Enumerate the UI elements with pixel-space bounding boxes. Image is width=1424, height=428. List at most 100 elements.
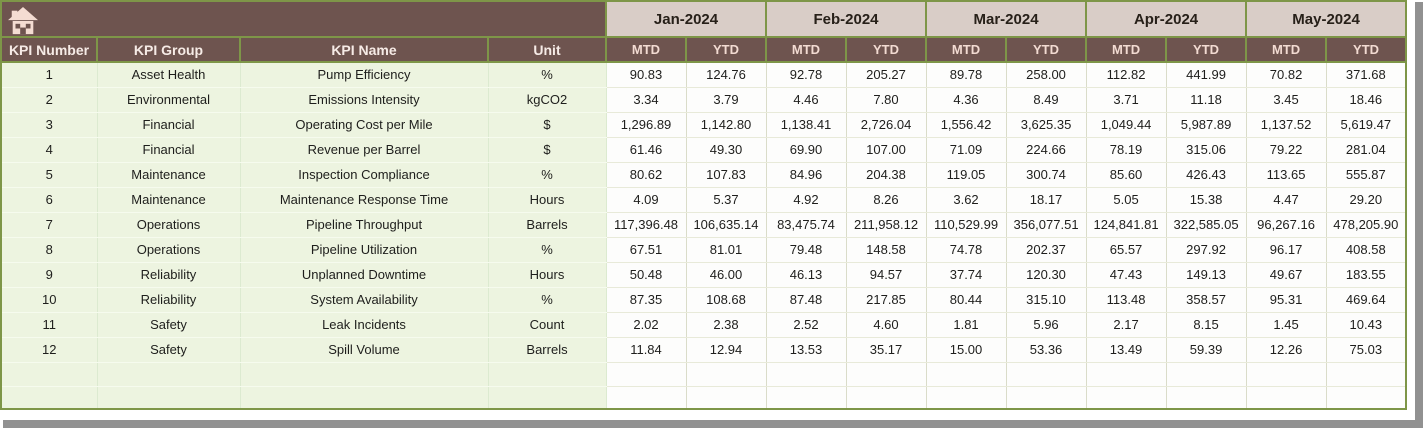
kpi-name-cell[interactable]: Maintenance Response Time xyxy=(239,186,489,213)
value-cell[interactable] xyxy=(1165,385,1247,410)
value-cell[interactable]: 555.87 xyxy=(1325,161,1407,188)
value-cell[interactable] xyxy=(1245,361,1327,387)
value-cell[interactable]: 149.13 xyxy=(1165,261,1247,288)
value-cell[interactable]: 1.81 xyxy=(925,311,1007,338)
value-cell[interactable]: 74.78 xyxy=(925,236,1007,263)
value-cell[interactable]: 71.09 xyxy=(925,136,1007,163)
kpi-name-cell[interactable]: Revenue per Barrel xyxy=(239,136,489,163)
value-cell[interactable]: 322,585.05 xyxy=(1165,211,1247,238)
unit-cell[interactable]: % xyxy=(487,161,607,188)
value-cell[interactable] xyxy=(1085,361,1167,387)
value-cell[interactable]: 65.57 xyxy=(1085,236,1167,263)
value-cell[interactable]: 1,142.80 xyxy=(685,111,767,138)
value-cell[interactable]: 47.43 xyxy=(1085,261,1167,288)
value-cell[interactable]: 18.46 xyxy=(1325,86,1407,113)
value-cell[interactable]: 4.92 xyxy=(765,186,847,213)
kpi-name-cell[interactable]: System Availability xyxy=(239,286,489,313)
subheader-mtd[interactable]: MTD xyxy=(605,36,687,63)
value-cell[interactable]: 3.71 xyxy=(1085,86,1167,113)
value-cell[interactable]: 79.22 xyxy=(1245,136,1327,163)
value-cell[interactable]: 67.51 xyxy=(605,236,687,263)
kpi-group-cell[interactable]: Reliability xyxy=(96,286,241,313)
unit-cell[interactable]: $ xyxy=(487,136,607,163)
value-cell[interactable]: 37.74 xyxy=(925,261,1007,288)
value-cell[interactable]: 12.94 xyxy=(685,336,767,363)
value-cell[interactable]: 3.79 xyxy=(685,86,767,113)
value-cell[interactable] xyxy=(605,361,687,387)
kpi-number-cell[interactable]: 3 xyxy=(0,111,98,138)
value-cell[interactable]: 5,987.89 xyxy=(1165,111,1247,138)
value-cell[interactable] xyxy=(1325,361,1407,387)
kpi-group-cell[interactable]: Safety xyxy=(96,311,241,338)
value-cell[interactable]: 94.57 xyxy=(845,261,927,288)
value-cell[interactable]: 59.39 xyxy=(1165,336,1247,363)
value-cell[interactable]: 469.64 xyxy=(1325,286,1407,313)
value-cell[interactable]: 8.49 xyxy=(1005,86,1087,113)
value-cell[interactable]: 87.48 xyxy=(765,286,847,313)
value-cell[interactable]: 371.68 xyxy=(1325,61,1407,88)
value-cell[interactable]: 107.83 xyxy=(685,161,767,188)
value-cell[interactable]: 69.90 xyxy=(765,136,847,163)
value-cell[interactable]: 204.38 xyxy=(845,161,927,188)
value-cell[interactable]: 478,205.90 xyxy=(1325,211,1407,238)
kpi-number-cell[interactable]: 12 xyxy=(0,336,98,363)
value-cell[interactable]: 81.01 xyxy=(685,236,767,263)
unit-cell[interactable]: Barrels xyxy=(487,336,607,363)
value-cell[interactable] xyxy=(685,385,767,410)
value-cell[interactable]: 50.48 xyxy=(605,261,687,288)
value-cell[interactable]: 205.27 xyxy=(845,61,927,88)
value-cell[interactable]: 70.82 xyxy=(1245,61,1327,88)
kpi-number-cell[interactable]: 9 xyxy=(0,261,98,288)
subheader-ytd[interactable]: YTD xyxy=(1005,36,1088,63)
subheader-ytd[interactable]: YTD xyxy=(844,36,928,63)
value-cell[interactable]: 120.30 xyxy=(1005,261,1087,288)
kpi-name-cell[interactable]: Pump Efficiency xyxy=(239,61,489,88)
value-cell[interactable]: 315.10 xyxy=(1005,286,1087,313)
value-cell[interactable]: 1,296.89 xyxy=(605,111,687,138)
value-cell[interactable]: 1,556.42 xyxy=(925,111,1007,138)
value-cell[interactable]: 2.17 xyxy=(1085,311,1167,338)
value-cell[interactable]: 113.48 xyxy=(1085,286,1167,313)
value-cell[interactable]: 8.15 xyxy=(1165,311,1247,338)
kpi-number-cell[interactable]: 4 xyxy=(0,136,98,163)
value-cell[interactable]: 258.00 xyxy=(1005,61,1087,88)
value-cell[interactable]: 78.19 xyxy=(1085,136,1167,163)
kpi-number-cell[interactable]: 1 xyxy=(0,61,98,88)
value-cell[interactable]: 113.65 xyxy=(1245,161,1327,188)
kpi-group-cell[interactable]: Maintenance xyxy=(96,161,241,188)
value-cell[interactable]: 211,958.12 xyxy=(845,211,927,238)
value-cell[interactable]: 8.26 xyxy=(845,186,927,213)
unit-cell[interactable] xyxy=(487,385,607,410)
value-cell[interactable]: 4.46 xyxy=(765,86,847,113)
kpi-name-cell[interactable]: Operating Cost per Mile xyxy=(239,111,489,138)
value-cell[interactable]: 96,267.16 xyxy=(1245,211,1327,238)
value-cell[interactable]: 80.62 xyxy=(605,161,687,188)
kpi-number-cell[interactable] xyxy=(0,385,98,410)
value-cell[interactable]: 49.30 xyxy=(685,136,767,163)
value-cell[interactable] xyxy=(845,361,927,387)
value-cell[interactable]: 7.80 xyxy=(845,86,927,113)
value-cell[interactable]: 441.99 xyxy=(1165,61,1247,88)
value-cell[interactable] xyxy=(1325,385,1407,410)
value-cell[interactable]: 12.26 xyxy=(1245,336,1327,363)
value-cell[interactable] xyxy=(1085,385,1167,410)
value-cell[interactable]: 356,077.51 xyxy=(1005,211,1087,238)
subheader-mtd[interactable]: MTD xyxy=(765,36,847,63)
month-header-jan[interactable]: Jan-2024 xyxy=(605,0,767,38)
month-header-may[interactable]: May-2024 xyxy=(1245,0,1408,38)
unit-cell[interactable]: % xyxy=(487,61,607,88)
value-cell[interactable]: 1.45 xyxy=(1245,311,1327,338)
value-cell[interactable]: 75.03 xyxy=(1325,336,1407,363)
value-cell[interactable]: 119.05 xyxy=(925,161,1007,188)
kpi-group-cell[interactable]: Reliability xyxy=(96,261,241,288)
value-cell[interactable]: 117,396.48 xyxy=(605,211,687,238)
kpi-group-cell[interactable] xyxy=(96,361,241,387)
unit-cell[interactable]: Hours xyxy=(487,261,607,288)
value-cell[interactable]: 46.13 xyxy=(765,261,847,288)
value-cell[interactable]: 85.60 xyxy=(1085,161,1167,188)
value-cell[interactable]: 110,529.99 xyxy=(925,211,1007,238)
month-header-apr[interactable]: Apr-2024 xyxy=(1085,0,1248,38)
value-cell[interactable]: 1,137.52 xyxy=(1245,111,1327,138)
kpi-name-cell[interactable]: Inspection Compliance xyxy=(239,161,489,188)
value-cell[interactable]: 89.78 xyxy=(925,61,1007,88)
